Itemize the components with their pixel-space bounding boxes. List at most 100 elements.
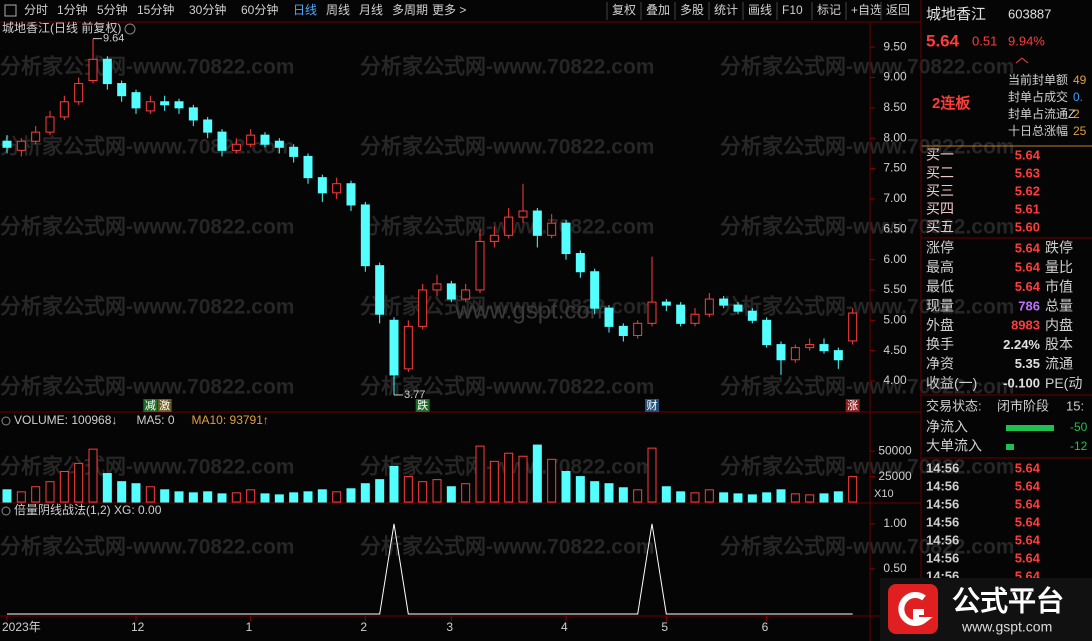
- trade-price: 5.64: [1015, 550, 1041, 565]
- stat-label: 外盘: [926, 317, 954, 333]
- period-tab[interactable]: 分时: [24, 3, 48, 17]
- volume-bar: [489, 460, 499, 503]
- y-tick-label: 8.50: [883, 100, 907, 114]
- candle-body: [31, 131, 41, 142]
- volume-bar: [231, 492, 241, 503]
- expand-icon[interactable]: [1015, 57, 1029, 64]
- candle-body: [633, 322, 643, 336]
- tool-button[interactable]: 标记: [817, 3, 841, 17]
- period-tab[interactable]: 1分钟: [57, 2, 88, 17]
- candle-body: [145, 101, 155, 112]
- candle-body: [547, 222, 557, 236]
- tool-button[interactable]: 叠加: [646, 3, 670, 17]
- bid-label: 买三: [926, 183, 954, 199]
- watermark: 分析家公式网-www.70822.com: [0, 215, 294, 239]
- y-tick-label: 6.00: [883, 252, 907, 266]
- bid-price: 5.62: [1015, 183, 1040, 198]
- period-tab[interactable]: 5分钟: [97, 2, 128, 17]
- volume-bar: [704, 489, 714, 503]
- event-badge: [143, 399, 158, 412]
- volume-bar: [504, 452, 514, 503]
- volume-bar: [719, 492, 729, 503]
- tool-button[interactable]: 复权: [612, 3, 636, 17]
- tool-button[interactable]: 统计: [714, 3, 738, 17]
- toolbar-icon[interactable]: [4, 4, 17, 17]
- panel-menu-icon[interactable]: [1, 506, 11, 516]
- period-tab[interactable]: 月线: [359, 3, 383, 17]
- quote-panel: 城地香江 603887 5.64 0.51 9.94% 2连板 当前封单额 49 封单占成交 0.…: [926, 6, 1088, 583]
- candle-body: [303, 155, 313, 179]
- tool-button[interactable]: +自选: [851, 3, 882, 17]
- x-tick-label: 2: [360, 620, 367, 634]
- candle-body: [747, 310, 757, 321]
- tool-button[interactable]: 返回: [886, 3, 910, 17]
- stat-value: -0.100: [1003, 376, 1040, 391]
- candle-body: [16, 140, 26, 151]
- watermark: 分析家公式网-www.70822.com: [720, 295, 1014, 319]
- tool-button[interactable]: F10: [782, 3, 803, 17]
- volume-bar: [819, 493, 829, 503]
- seal-label: 十日总涨幅: [1008, 123, 1068, 138]
- flow-value: -50: [1070, 420, 1088, 434]
- volume-bar: [575, 476, 585, 503]
- period-tab[interactable]: 60分钟: [241, 2, 278, 17]
- candle-body: [274, 140, 284, 148]
- period-tab[interactable]: 日线: [293, 3, 317, 17]
- period-tab[interactable]: 30分钟: [189, 2, 226, 17]
- trade-price: 5.64: [1015, 532, 1041, 547]
- indicator-title: 倍量阴线战法(1,2) XG: 0.00: [14, 502, 162, 517]
- legend-entry: MA5: 0: [137, 413, 175, 427]
- tool-button[interactable]: 多股: [680, 3, 704, 17]
- candle-body: [446, 283, 456, 300]
- x-tick-label: 3: [446, 620, 453, 634]
- tool-button[interactable]: 画线: [748, 3, 772, 17]
- candle-body: [246, 134, 256, 145]
- volume-bar: [547, 458, 557, 503]
- trade-price: 5.64: [1015, 478, 1041, 493]
- x-tick-label: 1: [246, 620, 253, 634]
- volume-bar: [790, 493, 800, 503]
- candle-body: [188, 107, 198, 121]
- volume-bar: [145, 486, 155, 503]
- period-tab[interactable]: 多周期: [392, 3, 428, 17]
- trade-time: 14:56: [926, 460, 959, 475]
- stat-label: 换手: [926, 336, 954, 352]
- flow-bar: [1006, 425, 1054, 431]
- volume-bar: [418, 481, 428, 503]
- volume-bar: [403, 476, 413, 503]
- volume-bar: [102, 473, 112, 503]
- flow-label: 净流入: [926, 419, 968, 435]
- panel-menu-icon[interactable]: [1, 416, 11, 426]
- volume-bar: [690, 492, 700, 503]
- volume-bar: [160, 489, 170, 503]
- trade-time: 14:56: [926, 478, 959, 493]
- bid-label: 买四: [926, 201, 954, 217]
- seal-label: 当前封单额: [1008, 72, 1068, 87]
- indicator-line: [7, 523, 853, 615]
- volume-bar: [274, 494, 284, 503]
- stat-value: 786: [1018, 298, 1040, 313]
- volume-bar: [461, 483, 471, 503]
- watermark: 分析家公式网-www.70822.com: [0, 135, 294, 159]
- volume-bar: [303, 491, 313, 503]
- period-tab[interactable]: 更多 >: [432, 3, 466, 17]
- seal-value: 25: [1073, 124, 1087, 138]
- seal-value: 0.: [1073, 90, 1083, 104]
- period-tab[interactable]: 周线: [326, 3, 350, 17]
- watermark: 分析家公式网-www.70822.com: [720, 535, 1014, 559]
- volume-bar: [676, 491, 686, 503]
- volume-bar: [733, 493, 743, 503]
- change-pct: 9.94%: [1008, 33, 1045, 48]
- event-badge: [645, 399, 659, 412]
- watermark: 分析家公式网-www.70822.com: [0, 375, 294, 399]
- volume-bar: [131, 483, 141, 503]
- y-tick-label: 9.50: [883, 39, 907, 53]
- change: 0.51: [972, 33, 997, 48]
- volume-bar: [74, 462, 84, 503]
- stat-label: PE(动: [1045, 375, 1082, 391]
- seal-value: 49: [1073, 73, 1087, 87]
- header-menu-icon[interactable]: [124, 23, 136, 35]
- stat-label: 量比: [1045, 259, 1073, 275]
- volume-bar: [389, 465, 399, 503]
- period-tab[interactable]: 15分钟: [137, 2, 174, 17]
